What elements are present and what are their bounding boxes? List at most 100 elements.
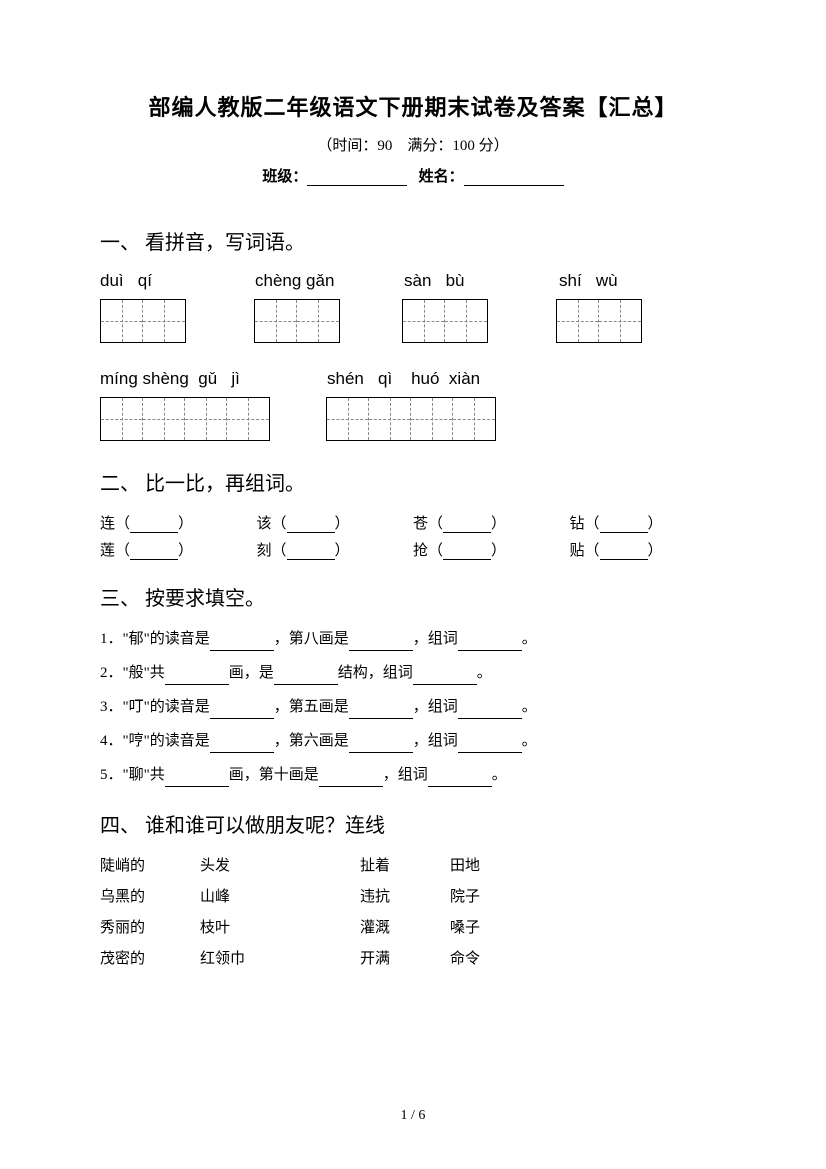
char-cell[interactable] xyxy=(369,398,411,440)
compare-row: 莲（）刻（）抢（）贴（） xyxy=(100,539,726,560)
char-grid-wrapper xyxy=(326,397,496,441)
pinyin-text: sàn bù xyxy=(404,271,491,291)
char-cell[interactable] xyxy=(101,398,143,440)
match-word: 灌溉 xyxy=(360,916,450,937)
class-label: 班级： xyxy=(262,169,307,185)
char-cell[interactable] xyxy=(599,300,641,342)
char-cell[interactable] xyxy=(453,398,495,440)
char-cell[interactable] xyxy=(143,398,185,440)
char-grid[interactable] xyxy=(326,397,496,441)
compare-char: 刻（ xyxy=(257,543,287,559)
compare-char: 该（ xyxy=(257,516,287,532)
compare-char: 连（ xyxy=(100,516,130,532)
char-cell[interactable] xyxy=(557,300,599,342)
char-grid[interactable] xyxy=(556,299,642,343)
section1-heading: 一、 看拼音，写词语。 xyxy=(100,226,726,255)
compare-blank[interactable] xyxy=(130,546,178,560)
match-word: 陡峭的 xyxy=(100,854,200,875)
fill-blank[interactable] xyxy=(165,773,229,787)
compare-blank[interactable] xyxy=(130,519,178,533)
fill-text: 画，第十画是 xyxy=(229,767,319,783)
fill-blank[interactable] xyxy=(458,637,522,651)
fill-text: "叮"的读音是 xyxy=(123,699,210,715)
match-word: 扯着 xyxy=(360,854,450,875)
char-cell[interactable] xyxy=(411,398,453,440)
grid-row xyxy=(100,299,726,343)
match-word: 乌黑的 xyxy=(100,885,200,906)
pinyin-text: shén qì huó xiàn xyxy=(327,369,498,389)
compare-item: 钻（） xyxy=(570,512,727,533)
compare-blank[interactable] xyxy=(443,546,491,560)
pinyin-row: duì qíchèng gǎnsàn bùshí wù xyxy=(100,271,726,291)
student-info-line: 班级： 姓名： xyxy=(100,165,726,186)
section2-heading: 二、 比一比，再组词。 xyxy=(100,467,726,496)
char-grid-wrapper xyxy=(402,299,488,343)
match-word: 院子 xyxy=(450,885,530,906)
char-grid[interactable] xyxy=(402,299,488,343)
page-number: 1 / 6 xyxy=(0,1108,826,1124)
fill-text: 。 xyxy=(477,665,492,681)
fill-blank[interactable] xyxy=(210,739,274,753)
fill-blank[interactable] xyxy=(349,637,413,651)
fill-blank[interactable] xyxy=(274,671,338,685)
compare-blank[interactable] xyxy=(600,519,648,533)
section4-content: 陡峭的头发扯着田地乌黑的山峰违抗院子秀丽的枝叶灌溉嗓子茂密的红领巾开满命令 xyxy=(100,854,726,968)
paren-close: ） xyxy=(491,516,506,532)
exam-subtitle: （时间：90 满分：100 分） xyxy=(100,134,726,155)
fill-text: ，第六画是 xyxy=(274,733,349,749)
match-word: 田地 xyxy=(450,854,530,875)
pinyin-text: chèng gǎn xyxy=(255,271,342,291)
char-cell[interactable] xyxy=(445,300,487,342)
fill-line: 2．"般"共画，是结构，组词。 xyxy=(100,661,726,685)
fill-text: 。 xyxy=(522,631,537,647)
pinyin-row: míng shèng gǔ jìshén qì huó xiàn xyxy=(100,369,726,389)
compare-blank[interactable] xyxy=(287,546,335,560)
fill-blank[interactable] xyxy=(210,637,274,651)
fill-text: 画，是 xyxy=(229,665,274,681)
char-cell[interactable] xyxy=(101,300,143,342)
match-word: 茂密的 xyxy=(100,947,200,968)
fill-blank[interactable] xyxy=(428,773,492,787)
char-cell[interactable] xyxy=(297,300,339,342)
compare-char: 抢（ xyxy=(413,543,443,559)
fill-blank[interactable] xyxy=(165,671,229,685)
class-blank[interactable] xyxy=(307,171,407,186)
fill-blank[interactable] xyxy=(319,773,383,787)
char-cell[interactable] xyxy=(403,300,445,342)
fill-text: "聊"共 xyxy=(123,767,165,783)
compare-blank[interactable] xyxy=(287,519,335,533)
fill-text: ，组词 xyxy=(413,733,458,749)
item-number: 4． xyxy=(100,733,123,749)
match-word: 违抗 xyxy=(360,885,450,906)
char-grid[interactable] xyxy=(254,299,340,343)
compare-blank[interactable] xyxy=(600,546,648,560)
fill-blank[interactable] xyxy=(210,705,274,719)
fill-blank[interactable] xyxy=(349,739,413,753)
paren-close: ） xyxy=(648,543,663,559)
match-row: 茂密的红领巾开满命令 xyxy=(100,947,726,968)
paren-close: ） xyxy=(178,516,193,532)
fill-blank[interactable] xyxy=(458,705,522,719)
score-label: 满分：100 分） xyxy=(407,138,508,154)
fill-text: 。 xyxy=(522,733,537,749)
char-cell[interactable] xyxy=(255,300,297,342)
name-blank[interactable] xyxy=(464,171,564,186)
char-grid[interactable] xyxy=(100,397,270,441)
compare-blank[interactable] xyxy=(443,519,491,533)
match-row: 陡峭的头发扯着田地 xyxy=(100,854,726,875)
char-grid-wrapper xyxy=(100,299,186,343)
compare-item: 连（ ） xyxy=(100,512,257,533)
fill-blank[interactable] xyxy=(458,739,522,753)
fill-text: ，第五画是 xyxy=(274,699,349,715)
fill-blank[interactable] xyxy=(349,705,413,719)
char-cell[interactable] xyxy=(227,398,269,440)
char-grid[interactable] xyxy=(100,299,186,343)
fill-blank[interactable] xyxy=(413,671,477,685)
match-word: 开满 xyxy=(360,947,450,968)
time-label: （时间：90 xyxy=(317,138,392,154)
char-cell[interactable] xyxy=(327,398,369,440)
pinyin-text: duì qí xyxy=(100,271,187,291)
char-cell[interactable] xyxy=(185,398,227,440)
match-word: 嗓子 xyxy=(450,916,530,937)
char-cell[interactable] xyxy=(143,300,185,342)
